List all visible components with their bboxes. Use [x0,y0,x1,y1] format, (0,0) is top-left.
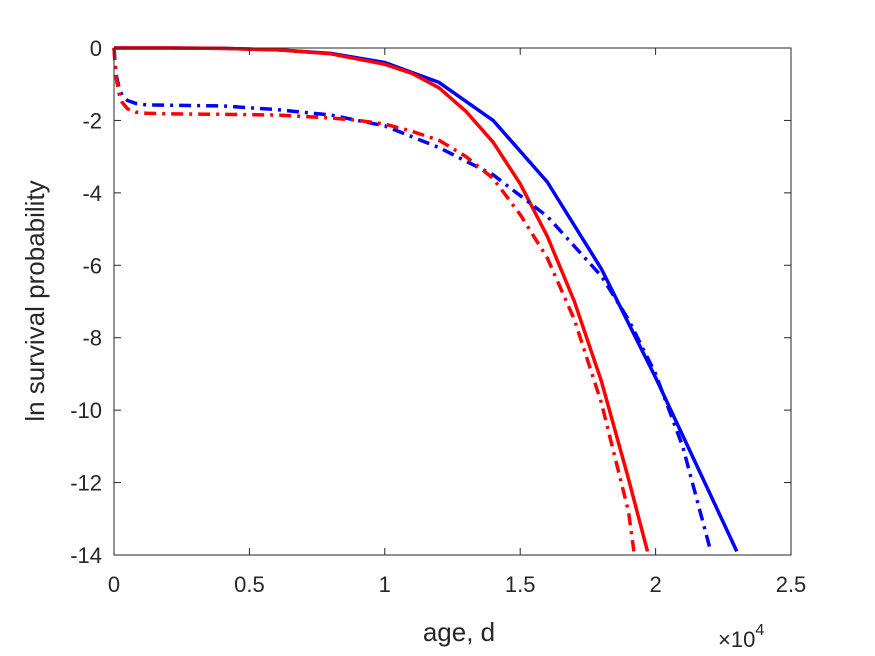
series-line-4 [112,47,636,552]
y-tick-label: -8 [82,326,102,351]
x-tick-label: 0.5 [234,572,265,597]
y-tick-label: -14 [70,543,102,568]
tick-layer [113,47,792,556]
y-tick-label: -2 [82,108,102,133]
plot-area [114,48,791,555]
x-tick-label: 2.5 [776,572,807,597]
x-exponent-label: ×104 [718,622,764,652]
y-tick-label: -12 [70,471,102,496]
x-tick-label: 2 [649,572,661,597]
x-tick-label: 0 [108,572,120,597]
x-exponent-base: ×10 [718,627,755,652]
y-tick-labels: 0 -2 -4 -6 -8 -10 -12 -14 [70,36,102,568]
y-tick-label: 0 [90,36,102,61]
y-tick-label: -4 [82,181,102,206]
x-tick-label: 1 [379,572,391,597]
y-tick-label: -10 [70,398,102,423]
y-axis-label: ln survival probability [20,180,50,421]
x-tick-labels: 0 0.5 1 1.5 2 2.5 [108,572,806,597]
y-tick-label: -6 [82,253,102,278]
x-exponent-power: 4 [755,622,764,639]
x-tick-label: 1.5 [505,572,536,597]
x-axis-label: age, d [423,617,495,647]
plot-frame [113,47,792,556]
